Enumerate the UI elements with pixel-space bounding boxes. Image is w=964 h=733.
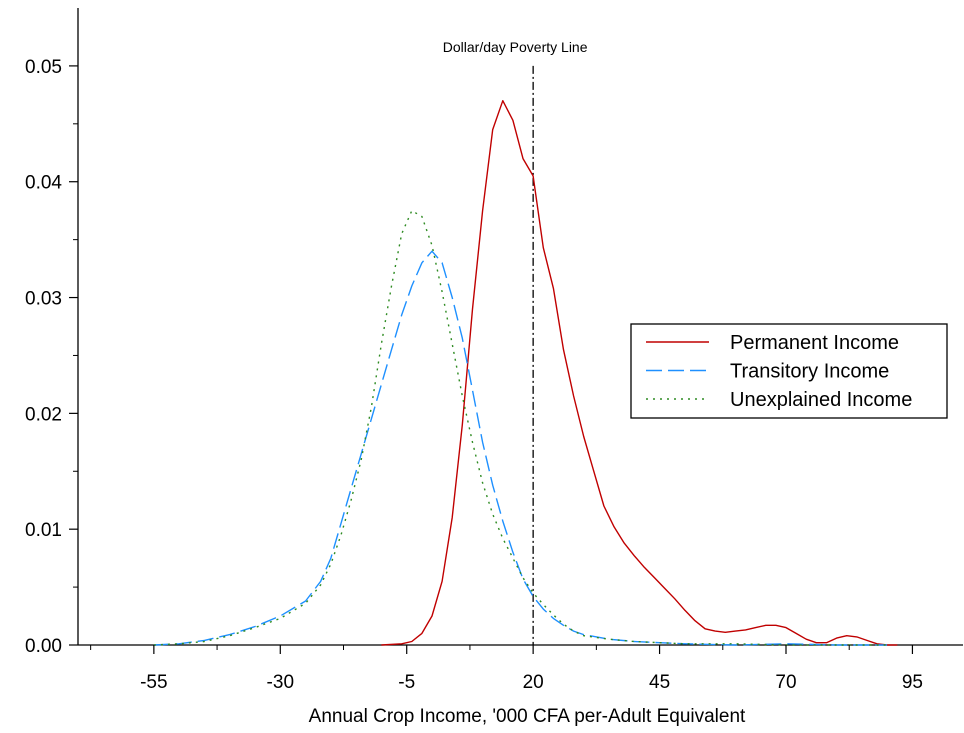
y-axis: 0.00 0.01 0.02 0.03 0.04 0.05	[25, 57, 78, 657]
poverty-line-label: Dollar/day Poverty Line	[443, 39, 588, 55]
series-line-0	[381, 99, 898, 646]
series-layer	[153, 99, 898, 646]
legend-label: Permanent Income	[730, 332, 899, 354]
x-tick-label: 45	[649, 672, 670, 693]
y-tick-label: 0.05	[25, 57, 62, 78]
y-tick-label: 0.01	[25, 520, 62, 541]
y-tick-label: 0.02	[25, 404, 62, 425]
legend: Permanent Income Transitory Income Unexpla…	[630, 323, 948, 419]
x-tick-label: -55	[140, 672, 167, 693]
x-tick-label: -30	[267, 672, 294, 693]
x-tick-label: -5	[398, 672, 415, 693]
x-tick-label: 70	[775, 672, 796, 693]
series-line-2	[153, 209, 888, 646]
x-axis-title: Annual Crop Income, '000 CFA per-Adult E…	[309, 706, 746, 727]
y-tick-label: 0.00	[25, 636, 62, 657]
y-tick-label: 0.04	[25, 173, 62, 194]
series-line-1	[153, 250, 888, 646]
legend-label: Transitory Income	[730, 361, 889, 383]
y-tick-label: 0.03	[25, 289, 62, 310]
x-tick-label: 95	[902, 672, 923, 693]
x-axis: -55 -30 -5 20 45 70 95	[90, 645, 923, 693]
x-tick-label: 20	[523, 672, 544, 693]
legend-label: Unexplained Income	[730, 389, 912, 411]
